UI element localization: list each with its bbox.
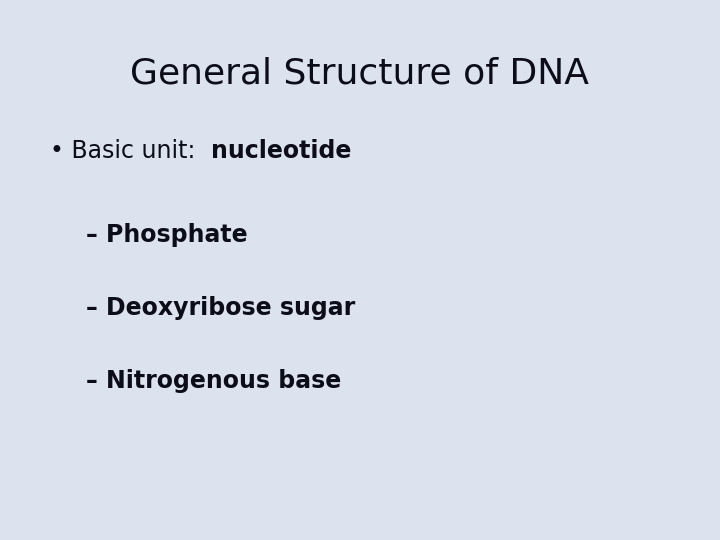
Text: – Deoxyribose sugar: – Deoxyribose sugar xyxy=(86,296,356,320)
Text: nucleotide: nucleotide xyxy=(211,139,351,163)
Text: – Phosphate: – Phosphate xyxy=(86,223,248,247)
Text: General Structure of DNA: General Structure of DNA xyxy=(130,57,590,91)
Text: • Basic unit:: • Basic unit: xyxy=(50,139,211,163)
Text: – Nitrogenous base: – Nitrogenous base xyxy=(86,369,342,393)
